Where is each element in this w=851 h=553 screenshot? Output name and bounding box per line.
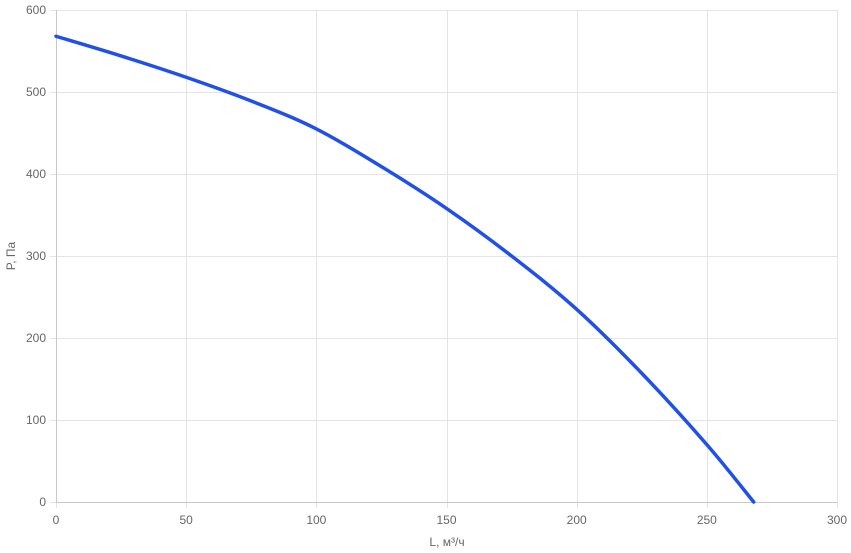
x-tick-label: 250: [697, 513, 717, 527]
x-tick-label: 150: [436, 513, 456, 527]
series-line: [54, 34, 756, 504]
axes: [56, 10, 837, 503]
y-tick-label: 600: [26, 3, 46, 17]
y-tick-label: 0: [39, 495, 46, 509]
grid: [50, 10, 838, 508]
x-axis-title: L, м³/ч: [429, 535, 464, 549]
y-tick-label: 500: [26, 85, 46, 99]
x-tick-label: 0: [53, 513, 60, 527]
y-tick-label: 400: [26, 167, 46, 181]
y-tick-label: 200: [26, 331, 46, 345]
x-tick-label: 200: [567, 513, 587, 527]
y-tick-label: 300: [26, 249, 46, 263]
x-tick-label: 100: [306, 513, 326, 527]
tick-labels: 0 50 100 150 200 250 300 0 100 200 300 400 500 600: [26, 3, 847, 527]
series-layer: [54, 34, 756, 504]
y-tick-label: 100: [26, 413, 46, 427]
y-axis-title: P, Па: [4, 241, 18, 270]
x-tick-label: 50: [179, 513, 193, 527]
x-tick-label: 300: [827, 513, 847, 527]
